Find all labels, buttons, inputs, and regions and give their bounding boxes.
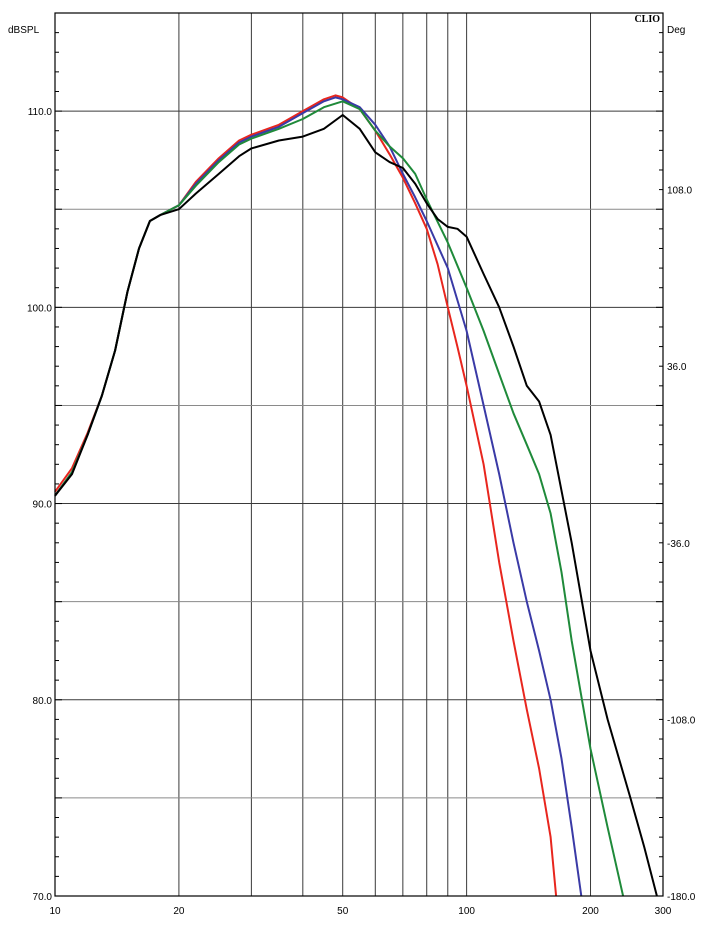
y-tick-label-right: -108.0 [667,715,696,726]
series-line-4 [54,114,658,897]
x-tick-label: 100 [458,906,475,917]
y-tick-label-left: 90.0 [33,500,53,511]
y-tick-label-left: 70.0 [33,892,53,903]
x-tick-label: 50 [337,906,349,917]
right-axis-label: Deg [667,25,685,36]
y-tick-label-right: 108.0 [667,186,692,197]
x-tick-label: 10 [49,906,61,917]
y-tick-label-left: 100.0 [27,303,52,314]
y-tick-label-right: 36.0 [667,362,687,373]
left-axis-label: dBSPL [8,25,40,36]
y-tick-label-left: 80.0 [33,696,53,707]
plot-frame [54,12,664,897]
x-tick-label: 20 [173,906,185,917]
x-tick-label: 300 [655,906,672,917]
y-tick-label-right: -180.0 [667,892,696,903]
x-tick-label: 200 [582,906,599,917]
axes: 10 20 50 100 200 300 70.0 80.0 90.0 100.0 110.0 -18… [27,12,696,917]
brand-logo: CLIO [634,14,660,25]
y-tick-label-right: -36.0 [667,539,690,550]
y-tick-label-left: 110.0 [28,107,53,118]
series-lines [54,94,658,897]
